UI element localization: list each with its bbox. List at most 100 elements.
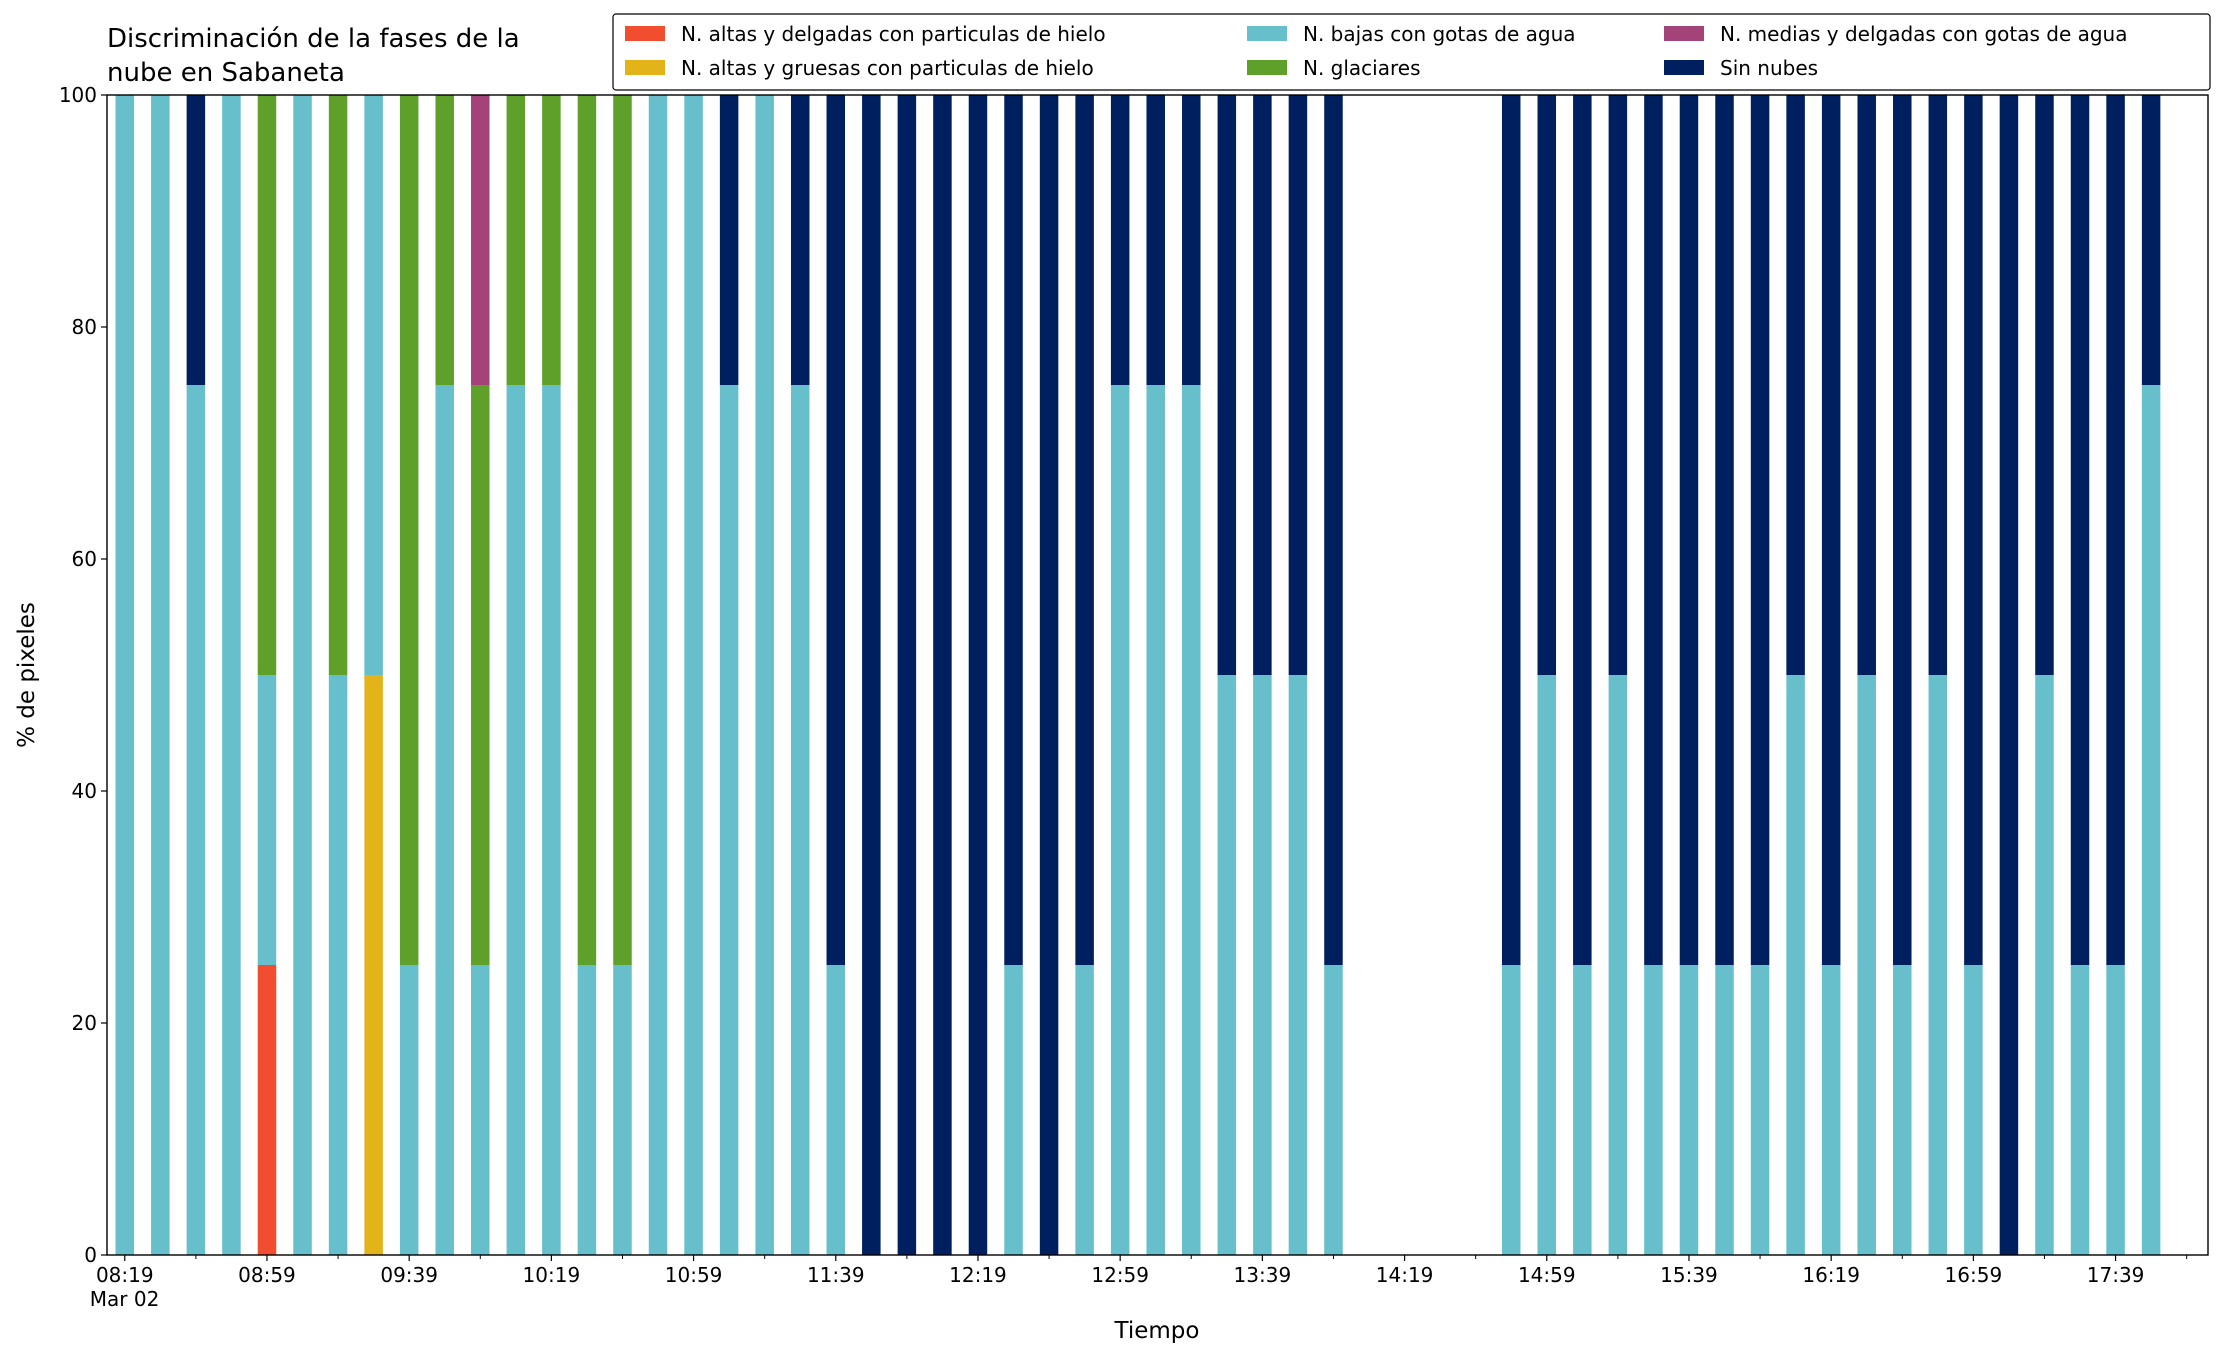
bar-segment (186, 385, 206, 1255)
bar-segment (1501, 95, 1521, 965)
bar-segment (2141, 385, 2161, 1255)
bar-segment (1039, 95, 1059, 1255)
legend-swatch (1664, 60, 1704, 75)
bar-segment (1075, 95, 1094, 965)
y-tick-label: 60 (72, 547, 97, 571)
bar-segment (1324, 95, 1343, 965)
legend-label: N. medias y delgadas con gotas de agua (1720, 22, 2128, 46)
bar-segment (1964, 965, 1983, 1255)
bar-segment (1146, 385, 1165, 1255)
legend-swatch (1247, 26, 1287, 41)
x-tick-label: 15:39 (1660, 1263, 1718, 1287)
bar-segment (1644, 95, 1663, 965)
bar-segment (648, 95, 668, 1255)
bar-segment (151, 95, 170, 1255)
bar-segment (1324, 965, 1343, 1255)
y-tick-label: 100 (59, 83, 97, 107)
bar-segment (613, 965, 632, 1255)
bar-segment (542, 95, 561, 385)
legend-label: N. glaciares (1303, 56, 1421, 80)
x-tick-label: 10:59 (665, 1263, 723, 1287)
x-tick-label: 14:59 (1518, 1263, 1576, 1287)
bar-segment (719, 385, 739, 1255)
bar-segment (1750, 95, 1770, 965)
x-tick-label: 11:39 (807, 1263, 865, 1287)
x-tick-label: 08:19 Mar 02 (90, 1263, 160, 1311)
bar-segment (1786, 675, 1805, 1255)
x-tick-label: 12:59 (1091, 1263, 1149, 1287)
bar-segment (1893, 95, 1912, 965)
bar-segment (257, 675, 277, 965)
bar-segment (1217, 95, 1237, 675)
x-tick-label: 09:39 (380, 1263, 438, 1287)
bar-segment (1928, 95, 1948, 675)
bar-segment (790, 385, 810, 1255)
bar-segment (1004, 95, 1023, 965)
y-tick-label: 80 (72, 315, 97, 339)
legend-label: Sin nubes (1720, 56, 1818, 80)
y-tick-label: 0 (84, 1243, 97, 1267)
bar-segment (1075, 965, 1094, 1255)
bar-segment (471, 95, 490, 385)
bar-segment (1679, 965, 1699, 1255)
bar-segment (1608, 675, 1628, 1255)
bar-segment (790, 95, 810, 385)
bar-segment (1573, 965, 1592, 1255)
x-tick-label: 12:19 (949, 1263, 1007, 1287)
bar-segment (1253, 675, 1272, 1255)
bar-segment (1928, 675, 1948, 1255)
bar-segment (399, 965, 419, 1255)
legend-label: N. bajas con gotas de agua (1303, 22, 1576, 46)
x-tick-label: 10:19 (523, 1263, 581, 1287)
bar-segment (506, 95, 526, 385)
y-axis-label: % de pixeles (14, 602, 40, 748)
bar-segment (1288, 675, 1308, 1255)
bar-segment (435, 385, 454, 1255)
bar-segment (364, 95, 383, 675)
bar-segment (1644, 965, 1663, 1255)
bar-segment (364, 675, 383, 1255)
bar-segment (755, 95, 774, 1255)
bar-segment (897, 95, 917, 1255)
bar-segment (257, 965, 277, 1255)
bar-segment (719, 95, 739, 385)
plot-frame (106, 94, 2209, 1256)
legend-swatch (1664, 26, 1704, 41)
bar-segment (1253, 95, 1272, 675)
bar-segment (1110, 385, 1130, 1255)
bar-segment (1821, 95, 1841, 965)
bar-segment (2070, 965, 2090, 1255)
bar-segment (1786, 95, 1805, 675)
bar-segment (542, 385, 561, 1255)
x-tick-label: 17:39 (2087, 1263, 2145, 1287)
bar-segment (222, 95, 241, 1255)
bar-segment (293, 95, 312, 1255)
y-tick-label: 40 (72, 779, 97, 803)
bar-segment (506, 385, 526, 1255)
bar-segment (1288, 95, 1308, 675)
bar-segment (1110, 95, 1130, 385)
bar-segment (684, 95, 703, 1255)
x-tick-label: 08:59 (238, 1263, 296, 1287)
bar-segment (2035, 95, 2054, 675)
x-axis-label: Tiempo (1114, 1318, 1200, 1344)
bar-segment (2106, 95, 2125, 965)
bar-segment (399, 95, 419, 965)
bar-segment (1146, 95, 1165, 385)
bar-segment (862, 95, 881, 1255)
bar-segment (826, 95, 846, 965)
bar-segment (1004, 965, 1023, 1255)
y-tick-label: 20 (72, 1011, 97, 1035)
bar-segment (1573, 95, 1592, 965)
bar-segment (257, 95, 277, 675)
bar-segment (1217, 675, 1237, 1255)
bar-segment (826, 965, 846, 1255)
bar-segment (328, 675, 348, 1255)
x-tick-label: 14:19 (1376, 1263, 1434, 1287)
bar-segment (1999, 95, 2019, 1255)
bar-segment (1857, 675, 1876, 1255)
legend-box (612, 13, 2211, 91)
bar-segment (2141, 95, 2161, 385)
